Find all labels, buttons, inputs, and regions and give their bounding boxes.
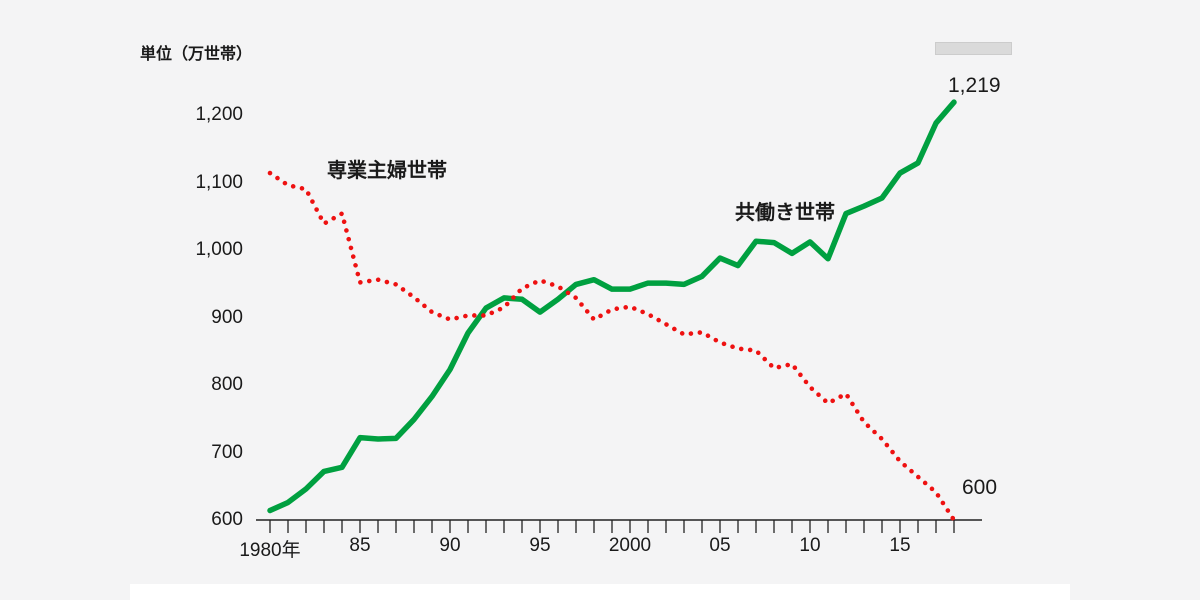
x-tick-label: 95 [529, 535, 551, 556]
x-tick-label: 05 [709, 535, 731, 556]
housewife-end-value: 600 [962, 476, 998, 499]
x-tick-label: 85 [349, 535, 371, 556]
x-tick-label: 2000 [608, 535, 652, 556]
x-tick-label: 90 [439, 535, 461, 556]
housewife-series-line [267, 170, 957, 523]
unit-label: 単位（万世帯） [140, 46, 253, 63]
housewife-series-label: 専業主婦世帯 [327, 160, 447, 182]
dualincome-series-label: 共働き世帯 [735, 202, 835, 224]
dualincome-series-line [267, 99, 957, 514]
y-tick-label: 800 [211, 374, 243, 395]
y-tick-label: 1,100 [195, 171, 243, 193]
y-tick-label: 1,000 [195, 239, 243, 260]
y-tick-label: 900 [211, 306, 243, 328]
dualincome-end-value: 1,219 [948, 74, 1001, 97]
x-tick-label: 1980年 [239, 540, 301, 561]
x-tick-label: 10 [799, 535, 821, 556]
y-tick-label: 700 [211, 441, 243, 463]
y-tick-label: 600 [211, 509, 243, 530]
y-tick-label: 1,200 [195, 104, 243, 125]
content-panel-edge [130, 584, 1070, 600]
x-tick-label: 15 [889, 535, 911, 556]
x-axis-ticks [269, 520, 955, 533]
scrollbar-fragment[interactable] [935, 42, 1012, 55]
